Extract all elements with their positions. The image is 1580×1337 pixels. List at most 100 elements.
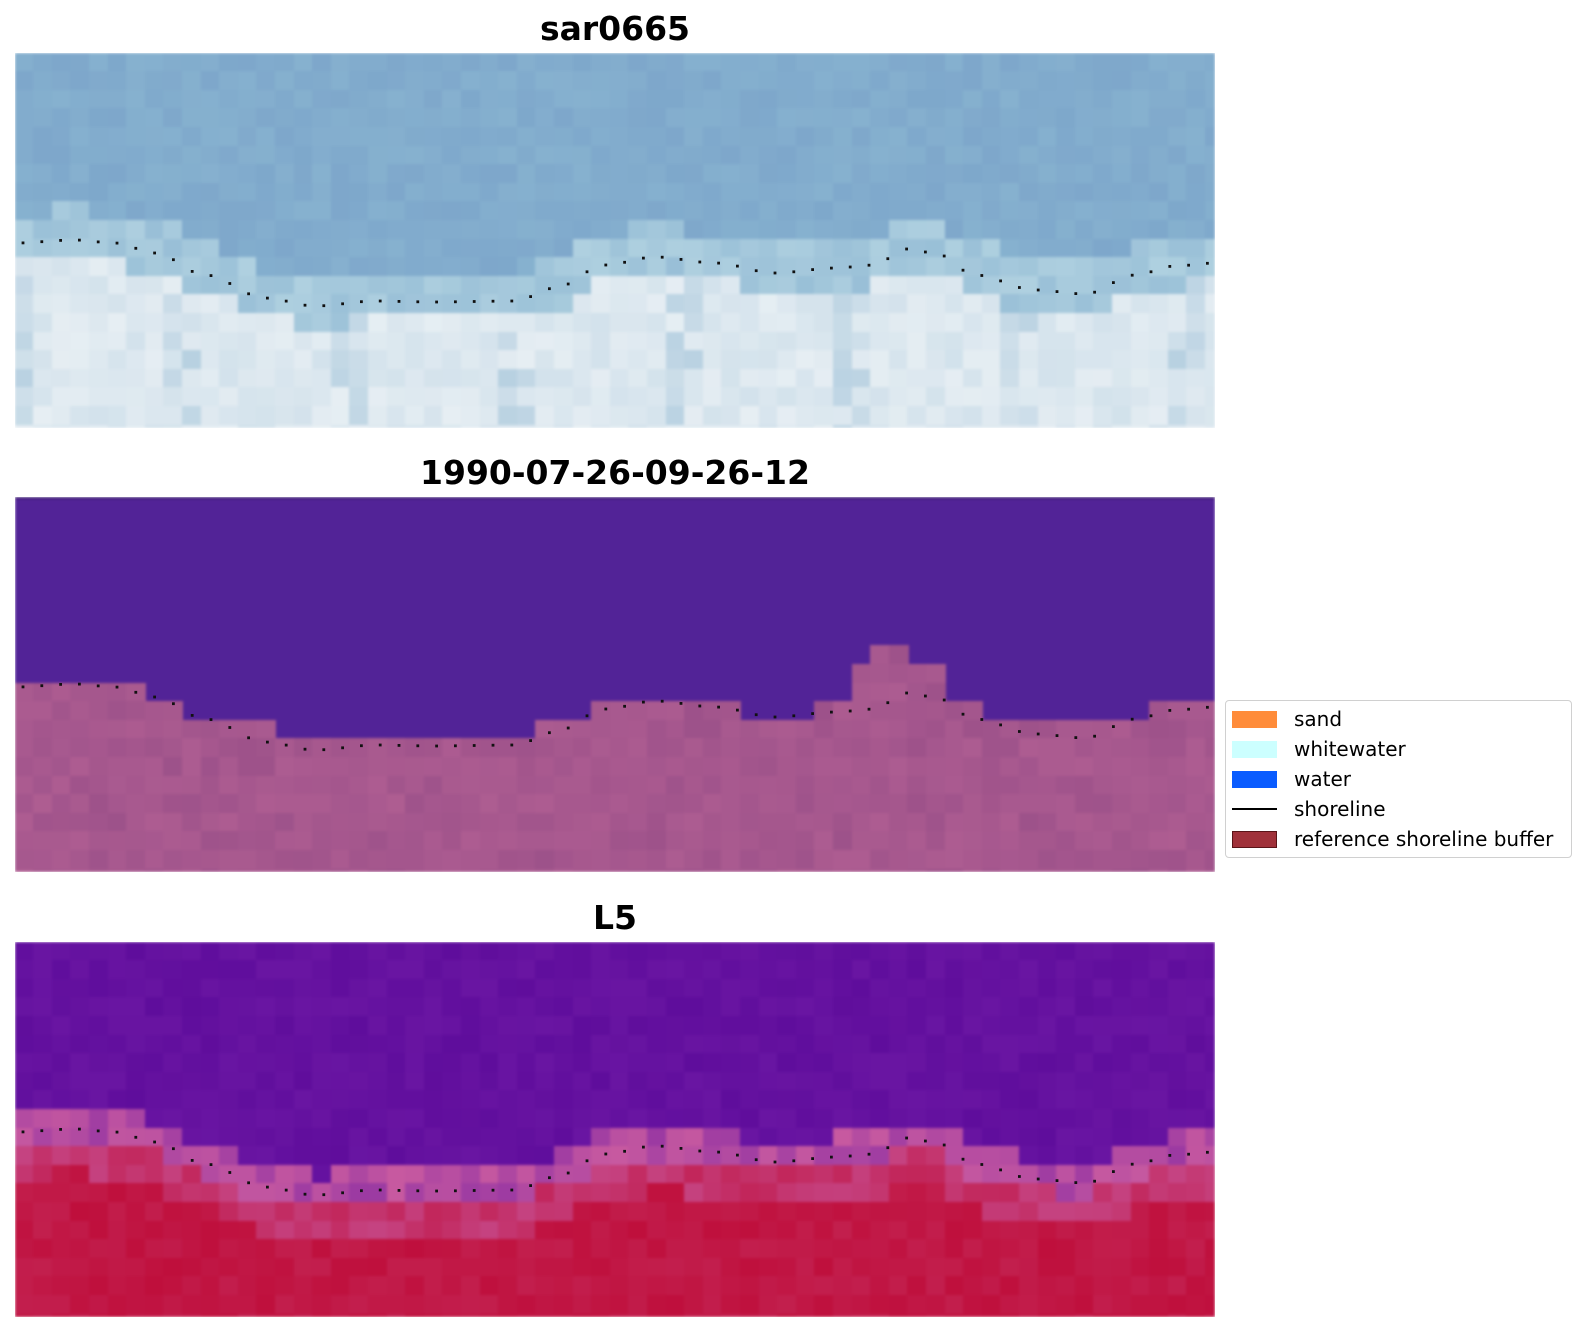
shoreline-point — [284, 743, 288, 747]
shoreline-point — [1074, 292, 1078, 295]
shoreline-point — [1018, 286, 1021, 289]
shoreline-point — [96, 240, 100, 244]
l5-image-panel — [15, 942, 1215, 1317]
shoreline-point — [435, 1189, 438, 1193]
shoreline-point — [284, 1188, 288, 1192]
shoreline-point — [679, 702, 683, 705]
shoreline-point — [1074, 736, 1078, 739]
shoreline-point — [1055, 290, 1059, 293]
shoreline-point — [548, 1176, 551, 1180]
shoreline-point — [942, 1143, 946, 1147]
reference-buffer-swatch — [1232, 830, 1277, 848]
shoreline-point — [454, 300, 457, 304]
legend-item-sand: sand — [1232, 704, 1342, 734]
shoreline-line-swatch — [1232, 808, 1277, 810]
shoreline-point — [566, 726, 570, 730]
shoreline-point — [322, 304, 326, 308]
shoreline-point — [717, 1150, 720, 1154]
shoreline-point — [1036, 1177, 1040, 1181]
shoreline-point — [1055, 1179, 1059, 1182]
shoreline-point — [999, 723, 1002, 727]
panel-title-sar: sar0665 — [539, 9, 691, 48]
shoreline-point — [604, 263, 608, 267]
shoreline-point — [360, 300, 363, 304]
shoreline-point — [247, 736, 250, 740]
shoreline-point — [698, 1149, 702, 1153]
shoreline-point — [867, 263, 871, 267]
shoreline-point — [228, 1171, 232, 1174]
shoreline-point — [1093, 290, 1096, 294]
shoreline-point — [59, 683, 62, 686]
shoreline-point — [1149, 270, 1153, 274]
shoreline-point — [247, 1181, 250, 1185]
shoreline-point — [961, 268, 965, 272]
shoreline-point — [21, 241, 25, 245]
shoreline-point — [303, 303, 307, 307]
shoreline-point — [472, 300, 476, 303]
legend-item-shoreline: shoreline — [1232, 794, 1386, 824]
shoreline-point — [172, 702, 175, 706]
shoreline-point — [172, 1147, 175, 1151]
water-swatch — [1232, 770, 1277, 788]
l5-raster — [15, 942, 1215, 1317]
shoreline-point — [190, 1159, 194, 1162]
shoreline-point — [566, 1171, 570, 1175]
shoreline-point — [867, 1152, 871, 1156]
legend-label: whitewater — [1294, 737, 1406, 761]
shoreline-point — [980, 1163, 984, 1166]
shoreline-point — [247, 292, 250, 296]
shoreline-point — [717, 705, 720, 709]
shoreline-point — [228, 726, 232, 729]
shoreline-points — [21, 238, 1209, 308]
shoreline-point — [623, 1149, 626, 1153]
legend: sand whitewater water shoreline referenc… — [1225, 700, 1572, 858]
shoreline-point — [623, 260, 626, 264]
shoreline-point — [416, 300, 420, 304]
shoreline-point — [1187, 263, 1190, 267]
shoreline-point — [905, 691, 908, 695]
shoreline-point — [754, 713, 758, 717]
shoreline-point — [585, 270, 589, 274]
shoreline-point — [491, 299, 495, 303]
shoreline-point — [21, 1130, 25, 1134]
shoreline-point — [830, 266, 833, 270]
shoreline-point — [190, 270, 194, 273]
shoreline-point — [886, 257, 890, 261]
shoreline-points — [21, 682, 1209, 752]
shoreline-point — [773, 1160, 777, 1164]
legend-label: reference shoreline buffer — [1294, 827, 1554, 851]
shoreline-point — [886, 1146, 890, 1150]
shoreline-point — [341, 302, 344, 306]
shoreline-point — [792, 1159, 796, 1163]
shoreline-point — [491, 743, 495, 747]
shoreline-point — [397, 300, 401, 303]
shoreline-point — [942, 698, 946, 702]
shoreline-point — [21, 685, 25, 689]
shoreline-point — [472, 1189, 476, 1192]
shoreline-point — [604, 1152, 608, 1156]
shoreline-point — [59, 1128, 62, 1131]
legend-item-reference-buffer: reference shoreline buffer — [1232, 824, 1553, 854]
shoreline-point — [322, 1193, 326, 1197]
shoreline-point — [585, 1159, 589, 1163]
classified-image-panel — [15, 497, 1215, 872]
shoreline-point — [172, 258, 175, 262]
shoreline-point — [905, 1136, 908, 1140]
shoreline-point — [40, 1129, 44, 1133]
shoreline-point — [510, 299, 514, 303]
shoreline-point — [830, 710, 833, 714]
whitewater-swatch — [1232, 740, 1277, 758]
shoreline-point — [660, 255, 664, 259]
shoreline-point — [115, 1130, 119, 1134]
shoreline-point — [679, 258, 683, 261]
shoreline-point — [980, 718, 984, 721]
shoreline-point — [848, 1154, 852, 1158]
shoreline-point — [1093, 734, 1096, 738]
shoreline-point — [153, 695, 156, 699]
shoreline-point — [78, 1127, 81, 1131]
shoreline-point — [341, 746, 344, 750]
shoreline-point — [754, 1158, 758, 1162]
shoreline-point — [1168, 1154, 1172, 1157]
shoreline-point — [924, 1139, 927, 1143]
shoreline-point — [1168, 265, 1172, 268]
